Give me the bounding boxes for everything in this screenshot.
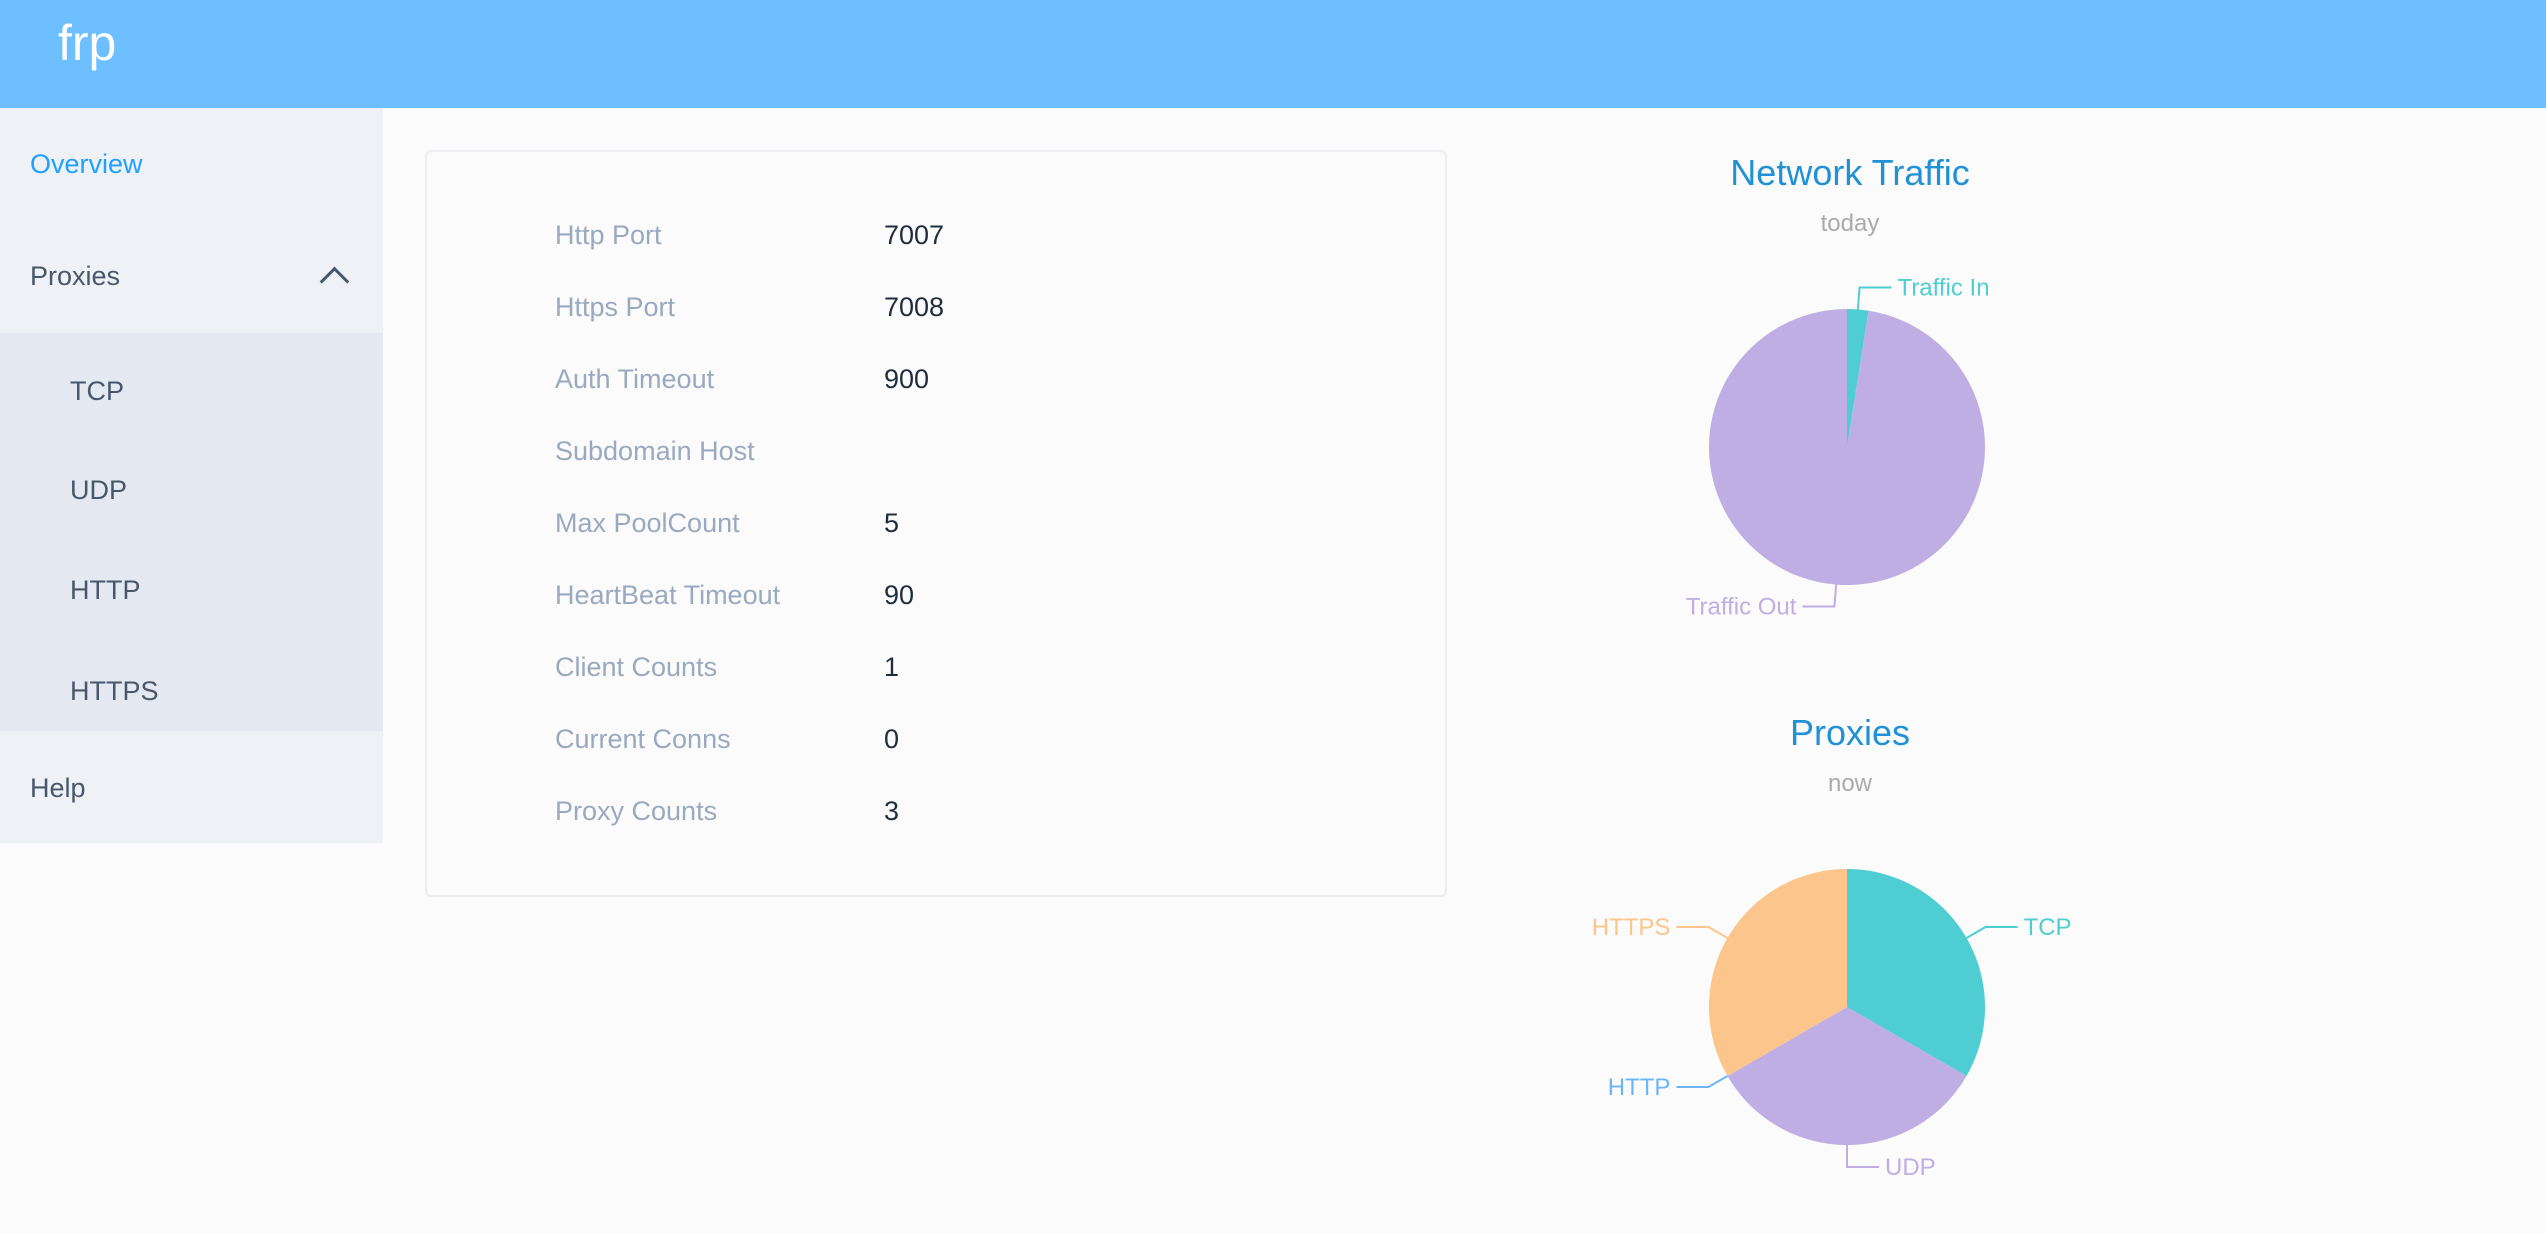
sidebar-item-overview[interactable]: Overview — [0, 111, 383, 217]
info-label: Current Conns — [555, 724, 731, 754]
pie-slice-traffic-out[interactable] — [1709, 309, 1986, 585]
info-value: 7008 — [884, 292, 945, 322]
slice-label: Traffic Out — [1686, 594, 1797, 621]
info-value: 5 — [884, 508, 900, 538]
slice-label: HTTPS — [1592, 914, 1671, 941]
sidebar-item-http[interactable]: HTTP — [0, 540, 383, 640]
pie-slice-tcp[interactable] — [1847, 869, 1985, 1076]
info-label: Max PoolCount — [555, 508, 740, 538]
info-label: Auth Timeout — [555, 364, 715, 394]
info-value: 3 — [884, 796, 900, 826]
info-value: 1 — [884, 652, 900, 682]
server-info-card: Http Port 7007 Https Port 7008 Auth Timeout 9… — [425, 150, 1447, 897]
info-label: HeartBeat Timeout — [555, 580, 781, 610]
sidebar-item-proxies[interactable]: Proxies — [0, 223, 383, 329]
info-label: Client Counts — [555, 652, 718, 682]
info-value: 7007 — [884, 220, 945, 250]
sidebar-item-label: HTTP — [70, 575, 141, 605]
info-label: Http Port — [555, 220, 662, 250]
brand-logo[interactable]: frp — [58, 15, 117, 71]
label-line — [1846, 1145, 1879, 1168]
pie-slice-udp[interactable] — [1727, 1007, 1967, 1145]
sidebar-item-label: Overview — [30, 149, 143, 179]
proxies-chart: Proxies now TCP UDP HTTP HTTPS — [1500, 700, 2200, 1234]
pie-slice-https[interactable] — [1709, 869, 1847, 1076]
sidebar-item-label: Help — [30, 773, 86, 803]
chevron-up-icon — [319, 266, 350, 297]
chart-title: Network Traffic — [1730, 152, 1970, 193]
label-line — [1966, 926, 2018, 939]
label-line — [1676, 1075, 1728, 1088]
slice-label: TCP — [2024, 914, 2072, 941]
sidebar-item-tcp[interactable]: TCP — [0, 341, 383, 441]
info-value: 0 — [884, 724, 900, 754]
sidebar-item-label: Proxies — [30, 261, 121, 291]
sidebar-item-label: TCP — [70, 376, 124, 406]
info-label: Subdomain Host — [555, 436, 755, 466]
sidebar-item-label: UDP — [70, 475, 128, 505]
proxies-submenu: TCP UDP HTTP HTTPS — [0, 333, 383, 731]
label-line — [1676, 926, 1728, 939]
slice-label: HTTP — [1608, 1074, 1671, 1101]
sidebar-item-help[interactable]: Help — [0, 735, 383, 841]
chart-title: Proxies — [1789, 712, 1911, 753]
info-value: 900 — [884, 364, 930, 394]
info-label: Https Port — [555, 292, 676, 322]
pie-slice-traffic-in[interactable] — [1847, 309, 1869, 447]
sidebar-item-label: HTTPS — [70, 676, 159, 706]
header: frp — [0, 0, 2546, 108]
chart-subtitle: today — [1820, 210, 1880, 237]
label-line — [1802, 584, 1838, 608]
traffic-pie: Traffic In Traffic Out — [1686, 274, 1990, 621]
label-line — [1856, 286, 1892, 310]
chart-subtitle: now — [1827, 770, 1873, 797]
info-value: 90 — [884, 580, 915, 610]
sidebar: Overview Proxies TCP UDP HTTP HTTPS Help — [0, 108, 383, 843]
sidebar-item-udp[interactable]: UDP — [0, 440, 383, 540]
network-traffic-chart: Network Traffic today Traffic In Traffic … — [1500, 140, 2200, 660]
proxies-pie: TCP UDP HTTP HTTPS — [1592, 869, 2072, 1181]
slice-label: Traffic In — [1898, 274, 1990, 301]
sidebar-item-https[interactable]: HTTPS — [0, 641, 383, 741]
slice-label: UDP — [1885, 1154, 1936, 1181]
info-label: Proxy Counts — [555, 796, 718, 826]
